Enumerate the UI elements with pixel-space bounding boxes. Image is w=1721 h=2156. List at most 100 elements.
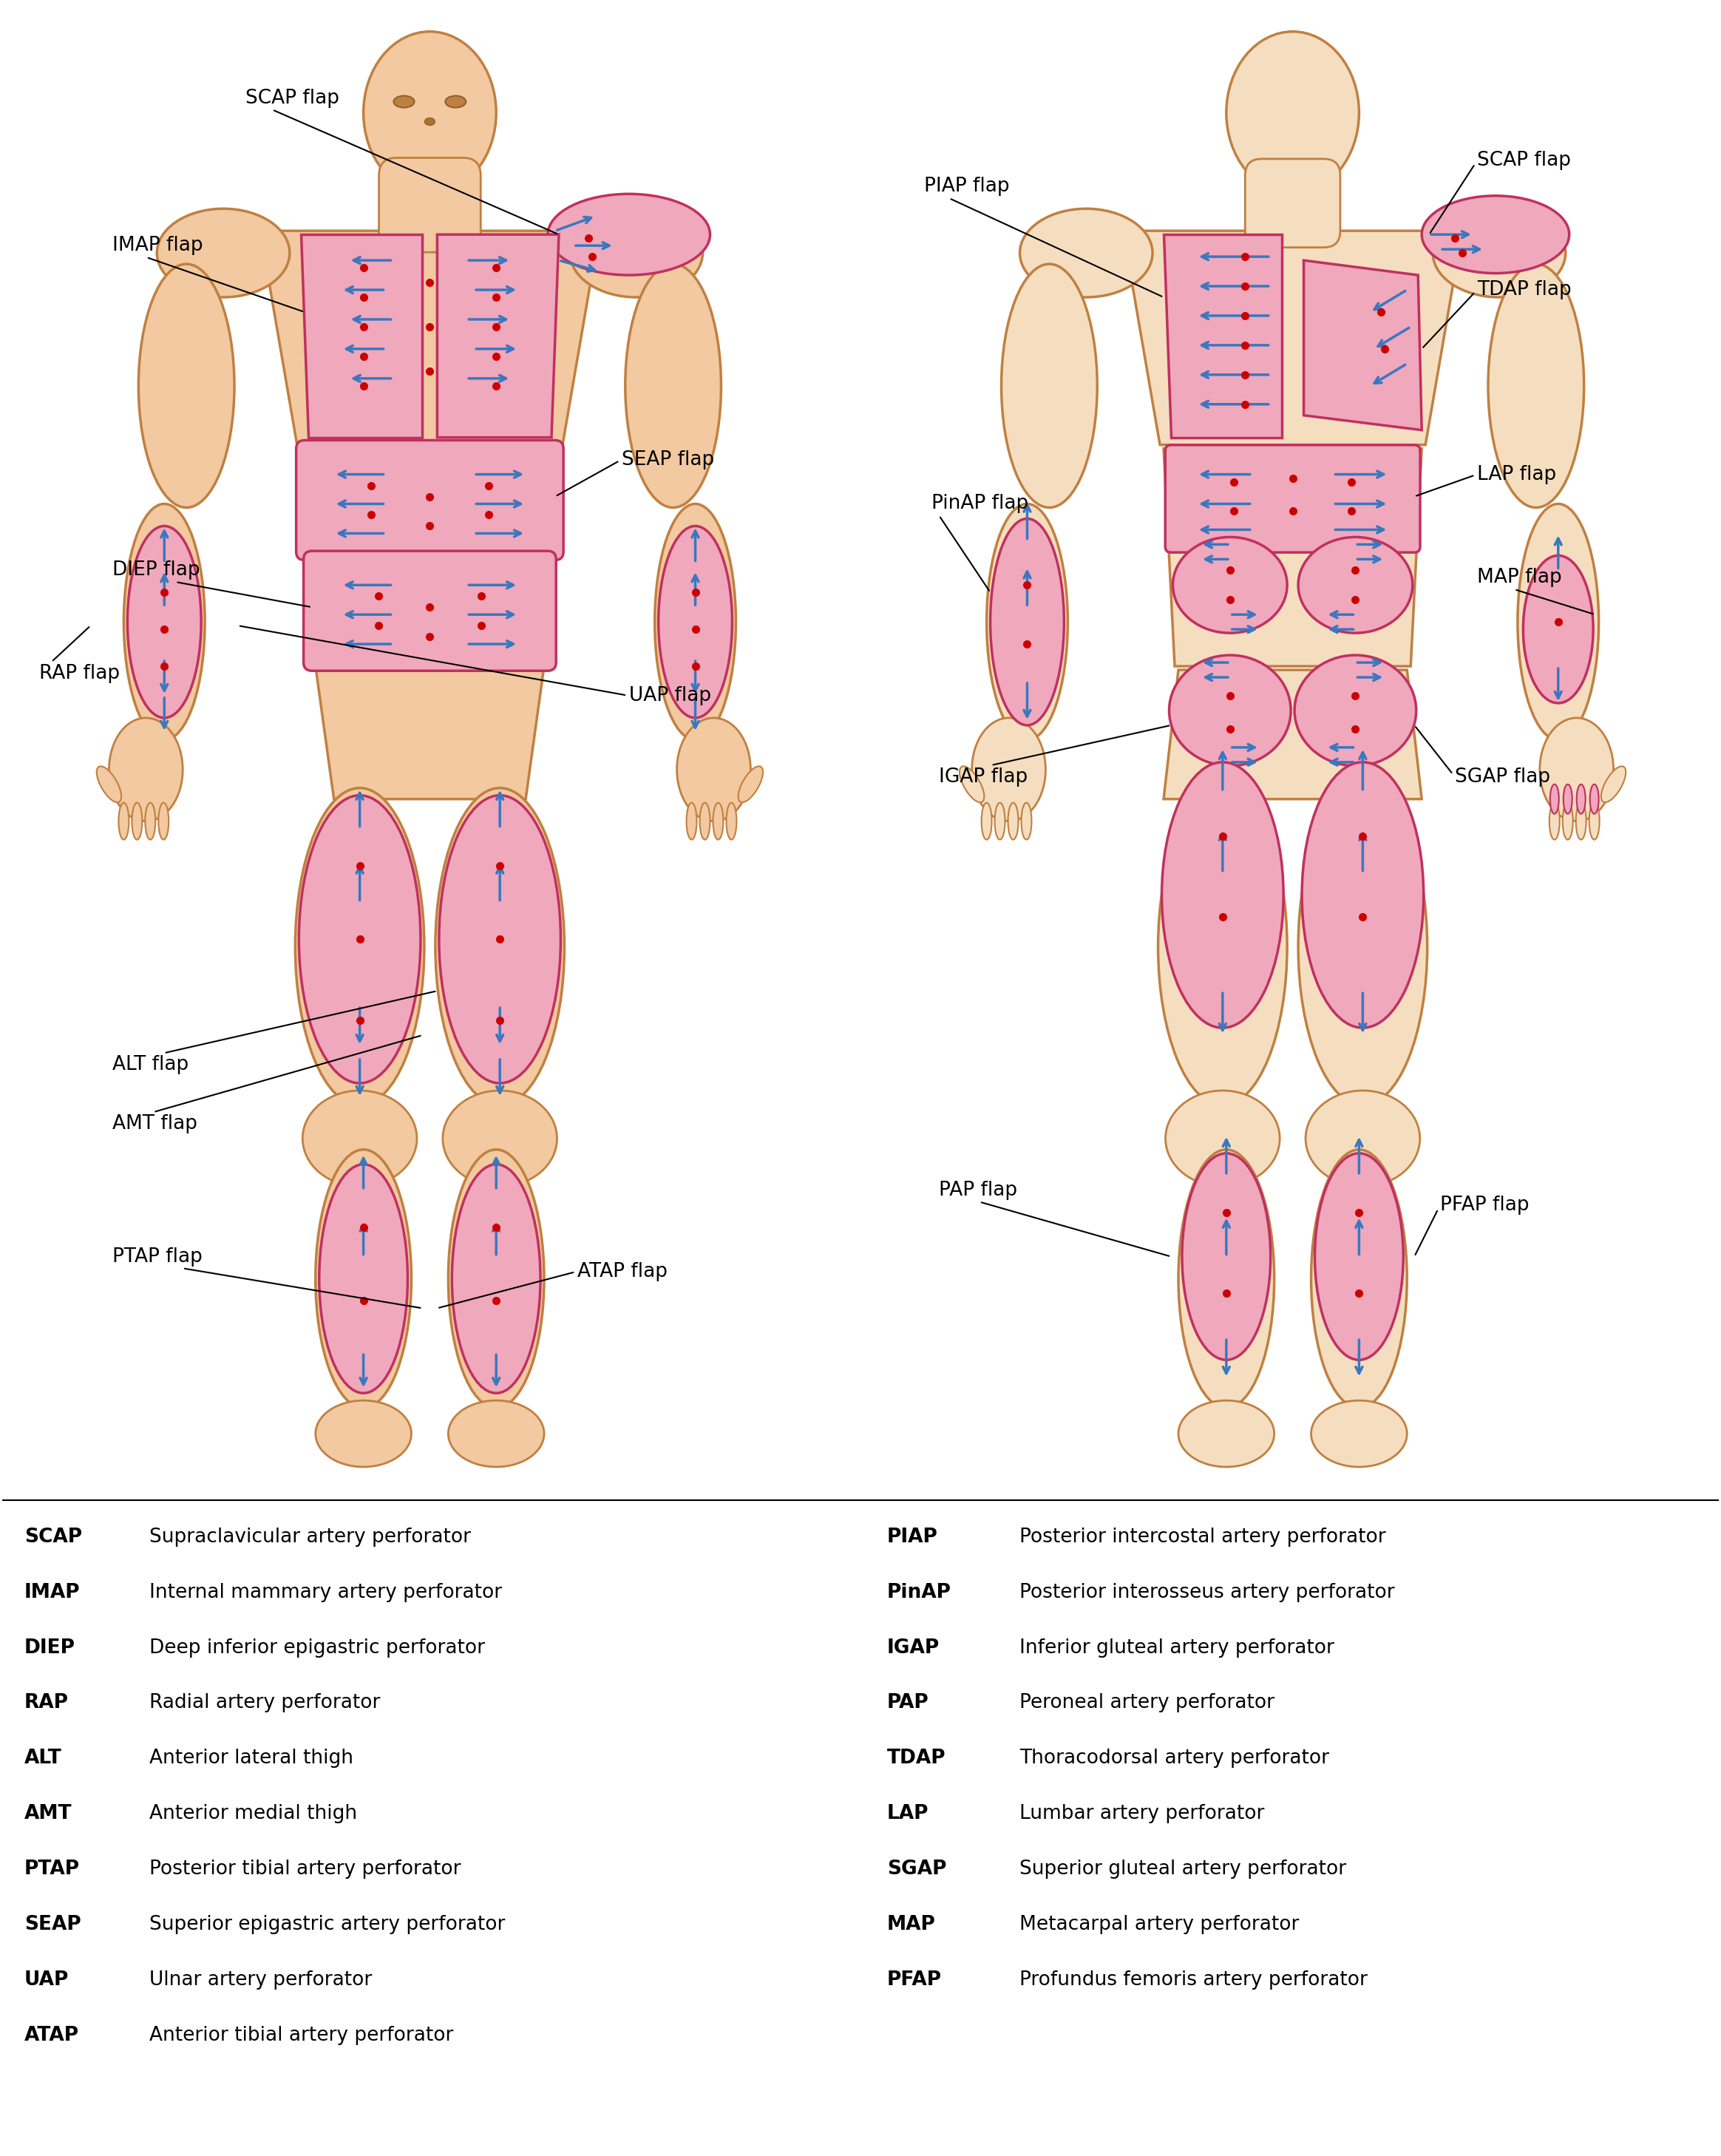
Polygon shape — [1163, 671, 1422, 800]
Polygon shape — [437, 235, 559, 438]
Text: TDAP flap: TDAP flap — [1423, 280, 1571, 347]
Ellipse shape — [1298, 787, 1427, 1106]
Polygon shape — [1124, 231, 1463, 444]
Text: TDAP: TDAP — [886, 1749, 947, 1768]
Ellipse shape — [1518, 505, 1599, 740]
Text: MAP: MAP — [886, 1915, 936, 1934]
Ellipse shape — [1311, 1149, 1408, 1408]
Text: Anterior medial thigh: Anterior medial thigh — [150, 1805, 358, 1824]
FancyBboxPatch shape — [1165, 444, 1420, 552]
Ellipse shape — [133, 802, 143, 839]
Ellipse shape — [447, 1149, 544, 1408]
Ellipse shape — [1179, 1401, 1274, 1466]
Ellipse shape — [1294, 655, 1416, 765]
Ellipse shape — [700, 802, 711, 839]
Ellipse shape — [453, 1164, 540, 1393]
Ellipse shape — [157, 209, 289, 298]
Text: ATAP flap: ATAP flap — [439, 1261, 668, 1309]
Text: IGAP: IGAP — [886, 1639, 940, 1658]
Ellipse shape — [108, 718, 182, 821]
Text: ATAP: ATAP — [24, 2024, 79, 2044]
Ellipse shape — [654, 505, 737, 740]
Ellipse shape — [446, 95, 466, 108]
Ellipse shape — [1563, 785, 1573, 813]
Ellipse shape — [986, 505, 1067, 740]
Polygon shape — [301, 444, 559, 666]
Text: PAP: PAP — [886, 1692, 929, 1712]
Ellipse shape — [439, 796, 561, 1082]
Text: DIEP flap: DIEP flap — [112, 561, 310, 606]
Ellipse shape — [303, 1091, 416, 1186]
FancyBboxPatch shape — [296, 440, 563, 561]
Ellipse shape — [990, 520, 1064, 724]
Ellipse shape — [299, 796, 420, 1082]
Ellipse shape — [1172, 537, 1287, 634]
Ellipse shape — [1182, 1153, 1270, 1360]
Ellipse shape — [435, 787, 564, 1106]
Ellipse shape — [960, 765, 984, 802]
Ellipse shape — [425, 119, 435, 125]
Ellipse shape — [158, 802, 169, 839]
Text: IMAP: IMAP — [24, 1583, 81, 1602]
Text: SCAP flap: SCAP flap — [1430, 151, 1571, 233]
Ellipse shape — [547, 194, 711, 276]
Ellipse shape — [687, 802, 697, 839]
Ellipse shape — [124, 505, 205, 740]
Ellipse shape — [738, 765, 762, 802]
Text: DIEP: DIEP — [24, 1639, 76, 1658]
Ellipse shape — [1489, 263, 1583, 507]
Ellipse shape — [119, 802, 129, 839]
Ellipse shape — [995, 802, 1005, 839]
Ellipse shape — [127, 526, 201, 718]
Ellipse shape — [315, 1401, 411, 1466]
Ellipse shape — [981, 802, 991, 839]
Polygon shape — [315, 666, 544, 800]
Text: PinAP flap: PinAP flap — [931, 494, 1029, 591]
Ellipse shape — [1165, 1091, 1280, 1186]
Ellipse shape — [442, 1091, 558, 1186]
Ellipse shape — [1021, 802, 1031, 839]
Text: Internal mammary artery perforator: Internal mammary artery perforator — [150, 1583, 503, 1602]
Text: Profundus femoris artery perforator: Profundus femoris artery perforator — [1021, 1971, 1368, 1990]
Polygon shape — [1163, 235, 1282, 438]
Text: PinAP: PinAP — [886, 1583, 952, 1602]
Ellipse shape — [1306, 1091, 1420, 1186]
Text: ALT flap: ALT flap — [112, 992, 435, 1074]
Ellipse shape — [1549, 802, 1559, 839]
Ellipse shape — [1002, 263, 1098, 507]
Ellipse shape — [1434, 209, 1566, 298]
Text: Supraclavicular artery perforator: Supraclavicular artery perforator — [150, 1526, 472, 1546]
Text: Deep inferior epigastric perforator: Deep inferior epigastric perforator — [150, 1639, 485, 1658]
Ellipse shape — [363, 32, 496, 194]
Text: SCAP flap: SCAP flap — [246, 88, 558, 233]
Text: IMAP flap: IMAP flap — [112, 235, 303, 310]
Ellipse shape — [96, 765, 120, 802]
Ellipse shape — [972, 718, 1046, 821]
Ellipse shape — [318, 1164, 408, 1393]
Text: MAP flap: MAP flap — [1477, 567, 1594, 614]
Ellipse shape — [394, 95, 415, 108]
Text: SGAP flap: SGAP flap — [1416, 727, 1551, 787]
Ellipse shape — [1576, 785, 1585, 813]
Text: PTAP flap: PTAP flap — [112, 1246, 420, 1309]
Ellipse shape — [1540, 718, 1614, 821]
Ellipse shape — [1601, 765, 1626, 802]
Text: RAP: RAP — [24, 1692, 69, 1712]
FancyBboxPatch shape — [379, 157, 480, 252]
Ellipse shape — [145, 802, 155, 839]
Ellipse shape — [659, 526, 731, 718]
Ellipse shape — [1301, 763, 1423, 1028]
Text: PIAP: PIAP — [886, 1526, 938, 1546]
Ellipse shape — [1179, 1149, 1274, 1408]
Text: Inferior gluteal artery perforator: Inferior gluteal artery perforator — [1021, 1639, 1334, 1658]
Text: UAP flap: UAP flap — [239, 625, 711, 705]
Text: Posterior tibial artery perforator: Posterior tibial artery perforator — [150, 1858, 461, 1878]
Ellipse shape — [625, 263, 721, 507]
Ellipse shape — [1315, 1153, 1403, 1360]
Polygon shape — [260, 231, 599, 444]
Ellipse shape — [138, 263, 234, 507]
Ellipse shape — [726, 802, 737, 839]
Ellipse shape — [1158, 787, 1287, 1106]
Ellipse shape — [296, 787, 425, 1106]
Text: PAP flap: PAP flap — [938, 1181, 1169, 1257]
